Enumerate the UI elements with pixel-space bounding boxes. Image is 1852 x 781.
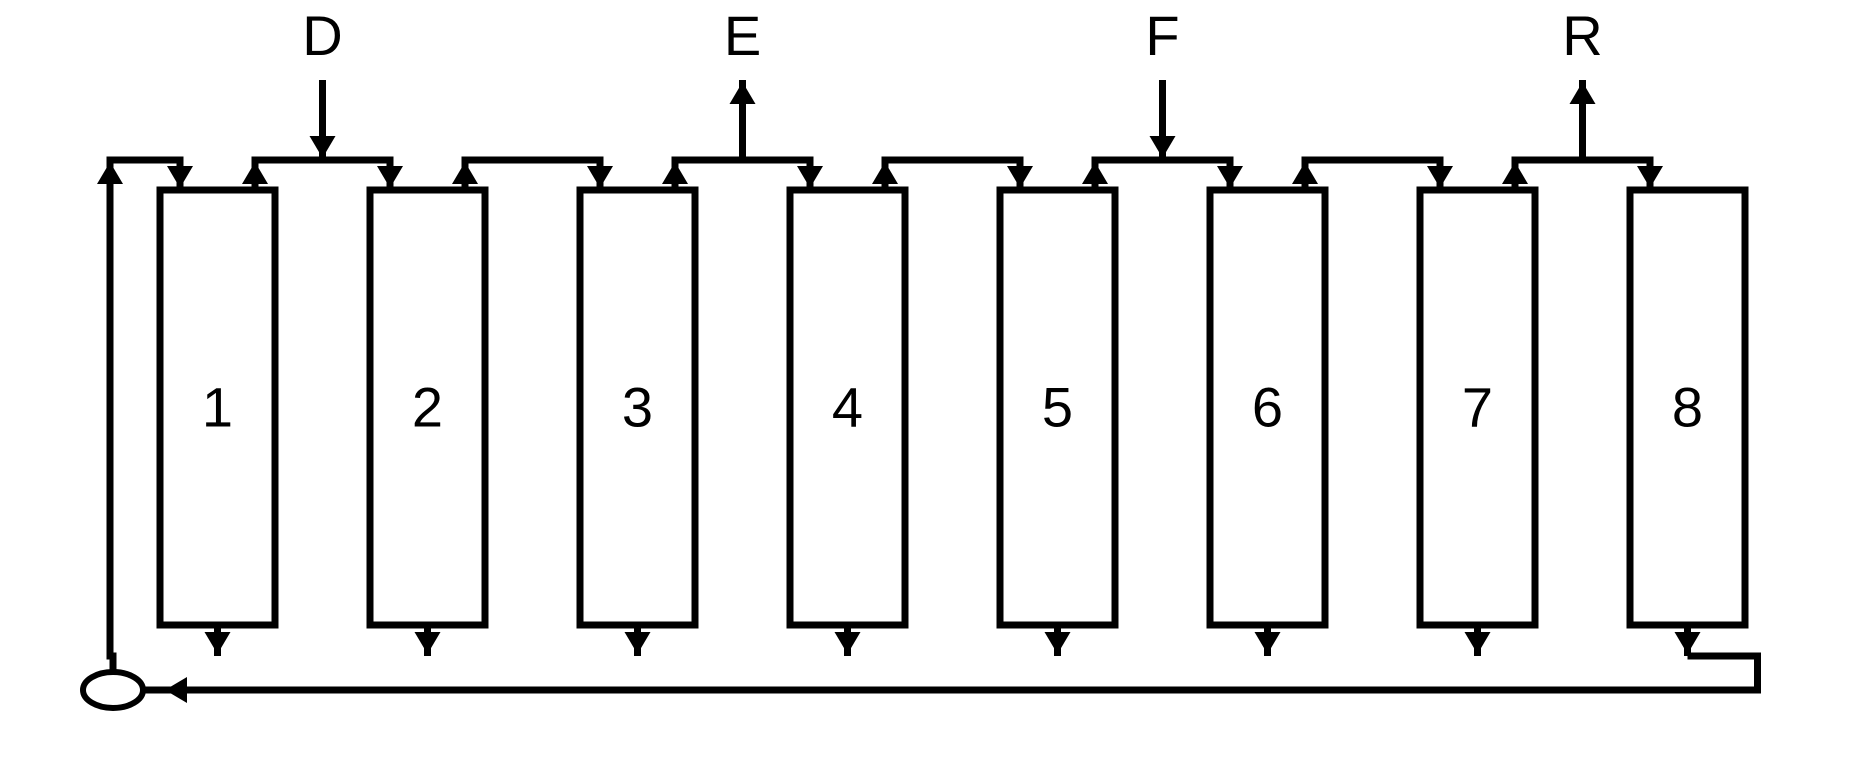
bridge-top-1-2	[255, 160, 390, 190]
bridge-top-7-8	[1515, 160, 1650, 190]
bridge-top-5-6	[1095, 160, 1230, 190]
bridge-top-6-7	[1305, 160, 1440, 190]
col-8-label: 8	[1672, 375, 1703, 438]
smb-flow-diagram: 1 2 3 4 5 6 7 8 D E F R	[0, 0, 1852, 781]
bridge-top-3-4	[675, 160, 810, 190]
port-F-label: F	[1145, 4, 1179, 67]
recycle-line	[143, 656, 1758, 690]
recycle-pump	[83, 672, 143, 708]
port-D-label: D	[302, 4, 342, 67]
col-6-label: 6	[1252, 375, 1283, 438]
col-5-label: 5	[1042, 375, 1073, 438]
col-2-label: 2	[412, 375, 443, 438]
col-7-label: 7	[1462, 375, 1493, 438]
bridge-top-4-5	[885, 160, 1020, 190]
col-3-label: 3	[622, 375, 653, 438]
port-R-label: R	[1562, 4, 1602, 67]
bridge-top-2-3	[465, 160, 600, 190]
col-4-label: 4	[832, 375, 863, 438]
col-1-label: 1	[202, 375, 233, 438]
port-E-label: E	[724, 4, 761, 67]
